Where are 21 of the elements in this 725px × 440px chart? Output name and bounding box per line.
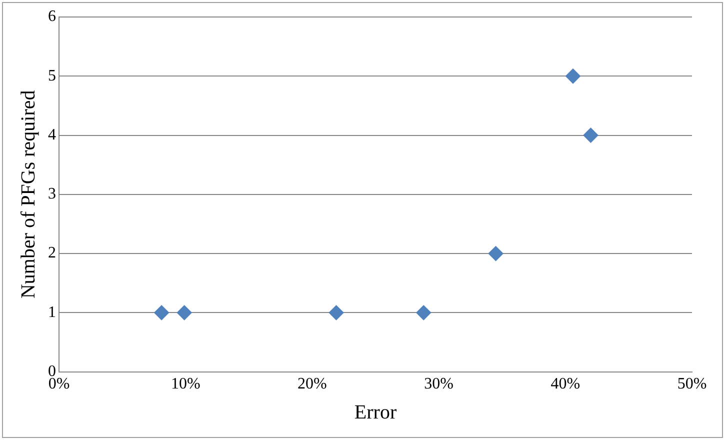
y-tick-label: 4 xyxy=(48,126,56,144)
point xyxy=(565,68,580,84)
point xyxy=(416,305,432,320)
x-tick-label: 40% xyxy=(550,376,580,393)
x-tick-label: 10% xyxy=(170,376,200,393)
point xyxy=(583,128,598,143)
y-tick-label: 1 xyxy=(48,304,56,321)
y-tick-label: 6 xyxy=(48,8,56,26)
x-tick-label: 30% xyxy=(424,376,454,393)
x-tick-label: 20% xyxy=(298,376,327,393)
y-tick-label: 2 xyxy=(48,244,56,262)
x-tick-label: 50% xyxy=(677,376,707,393)
point xyxy=(488,246,504,262)
y-tick-label: 3 xyxy=(48,186,56,203)
point xyxy=(154,305,170,320)
point xyxy=(176,305,192,320)
y-axis-title: Number of PFGs required xyxy=(17,90,40,299)
y-tick-label: 5 xyxy=(48,67,56,84)
point xyxy=(328,305,344,320)
x-axis-title: Error xyxy=(354,401,397,424)
x-tick-label: 0% xyxy=(48,376,70,393)
